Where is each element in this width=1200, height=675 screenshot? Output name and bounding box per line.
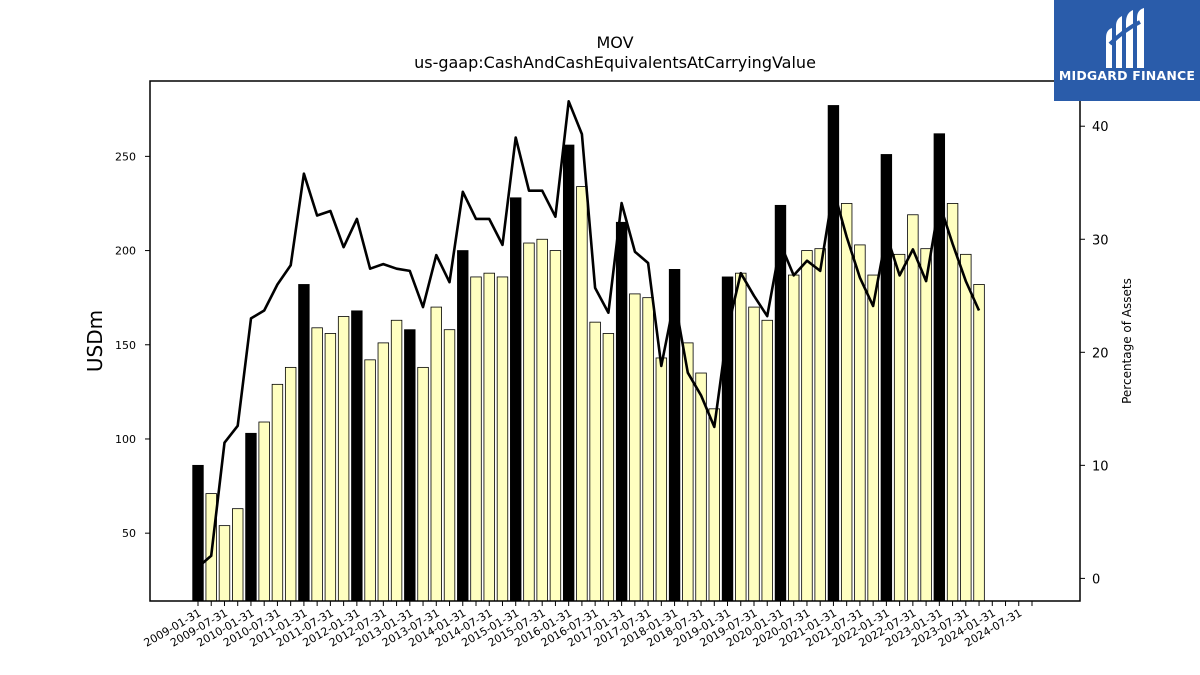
bar-2011-07-31 [324, 333, 337, 602]
bar-2022-10-31 [920, 248, 932, 602]
bar-2015-04-30 [523, 242, 535, 602]
bar-2013-04-30 [417, 366, 429, 602]
bar-2019-04-30 [735, 272, 747, 602]
bar-2009-01-31 [192, 464, 204, 602]
chart-subtitle: us-gaap:CashAndCashEquivalentsAtCarrying… [414, 53, 816, 72]
bar-2009-10-31 [232, 508, 244, 602]
bar-2021-10-31 [867, 274, 879, 602]
bar-series [192, 105, 985, 602]
bar-2012-10-31 [390, 319, 403, 602]
bar-2020-04-30 [788, 274, 800, 602]
y-tick-label: 100 [115, 433, 136, 446]
y-tick-label: 200 [115, 245, 136, 258]
bar-2014-07-31 [483, 272, 495, 602]
bar-2023-10-31 [973, 284, 985, 602]
percentage-of-assets-line [197, 100, 981, 569]
bar-2022-04-30 [893, 253, 906, 602]
bar-2022-01-31 [880, 154, 893, 602]
bar-2014-04-30 [470, 276, 482, 602]
bar-2009-07-31 [218, 525, 231, 602]
y-axis-label: USDm [83, 310, 107, 372]
bar-2017-04-30 [629, 293, 641, 602]
right-y-axis: 0 10 20 30 40 [1080, 120, 1109, 587]
bar-2013-10-31 [443, 329, 456, 602]
bar-2019-07-31 [748, 306, 760, 602]
bar-2015-10-31 [549, 250, 562, 602]
plot-frame [149, 80, 1081, 602]
bar-2014-10-31 [496, 276, 509, 602]
bar-2016-04-30 [576, 186, 588, 602]
bar-2010-10-31 [284, 366, 297, 602]
logo-text: MIDGARD FINANCE [1058, 68, 1196, 83]
bar-2013-07-31 [430, 306, 442, 602]
bar-2023-04-30 [946, 203, 959, 602]
bar-2020-07-31 [801, 250, 813, 602]
bar-2023-07-31 [960, 253, 972, 602]
bar-2016-07-31 [589, 321, 601, 602]
bar-2015-07-31 [536, 238, 548, 602]
y2-tick-label: 30 [1092, 233, 1109, 248]
bar-2021-04-30 [840, 203, 853, 602]
bar-2010-07-31 [271, 383, 284, 602]
y2-axis-label: Percentage of Assets [1120, 278, 1134, 404]
percentage-line-series [197, 100, 981, 569]
y2-tick-label: 20 [1092, 346, 1109, 361]
bar-2013-01-31 [404, 329, 416, 602]
bar-2012-07-31 [377, 342, 390, 602]
y-tick-label: 50 [122, 527, 136, 540]
bar-2018-10-31 [708, 408, 720, 602]
bar-2017-07-31 [642, 297, 654, 602]
midgard-finance-logo: MIDGARD FINANCE [1054, 0, 1200, 101]
bar-2010-01-31 [245, 432, 257, 602]
bar-2021-07-31 [854, 244, 866, 602]
y2-tick-label: 10 [1092, 459, 1109, 474]
bar-2017-10-31 [655, 357, 668, 602]
bar-2011-04-30 [311, 327, 323, 602]
bar-2011-01-31 [298, 284, 310, 602]
bar-2017-01-31 [615, 221, 628, 602]
y-tick-label: 250 [115, 150, 136, 163]
bar-2016-10-31 [602, 333, 615, 602]
bar-2014-01-31 [457, 250, 469, 602]
bar-2022-07-31 [907, 214, 919, 602]
left-y-axis: 50 100 150 200 250 [115, 150, 150, 540]
y-tick-label: 150 [115, 339, 136, 352]
bar-2020-10-31 [814, 248, 826, 602]
bar-2012-01-31 [351, 310, 363, 602]
bar-2016-01-31 [562, 144, 575, 602]
chart-title: MOV [596, 33, 633, 52]
y2-tick-label: 0 [1092, 572, 1100, 587]
x-axis: 2009-01-312009-07-312010-01-312010-07-31… [142, 601, 1033, 650]
bar-2015-01-31 [510, 197, 522, 602]
bar-2012-04-30 [364, 359, 376, 602]
bar-2021-01-31 [827, 105, 840, 602]
bar-2010-04-30 [258, 421, 270, 602]
bar-2011-10-31 [337, 316, 350, 602]
bar-2019-10-31 [761, 319, 773, 602]
y2-tick-label: 40 [1092, 120, 1109, 135]
midgard-m-logo-icon [1106, 8, 1144, 68]
